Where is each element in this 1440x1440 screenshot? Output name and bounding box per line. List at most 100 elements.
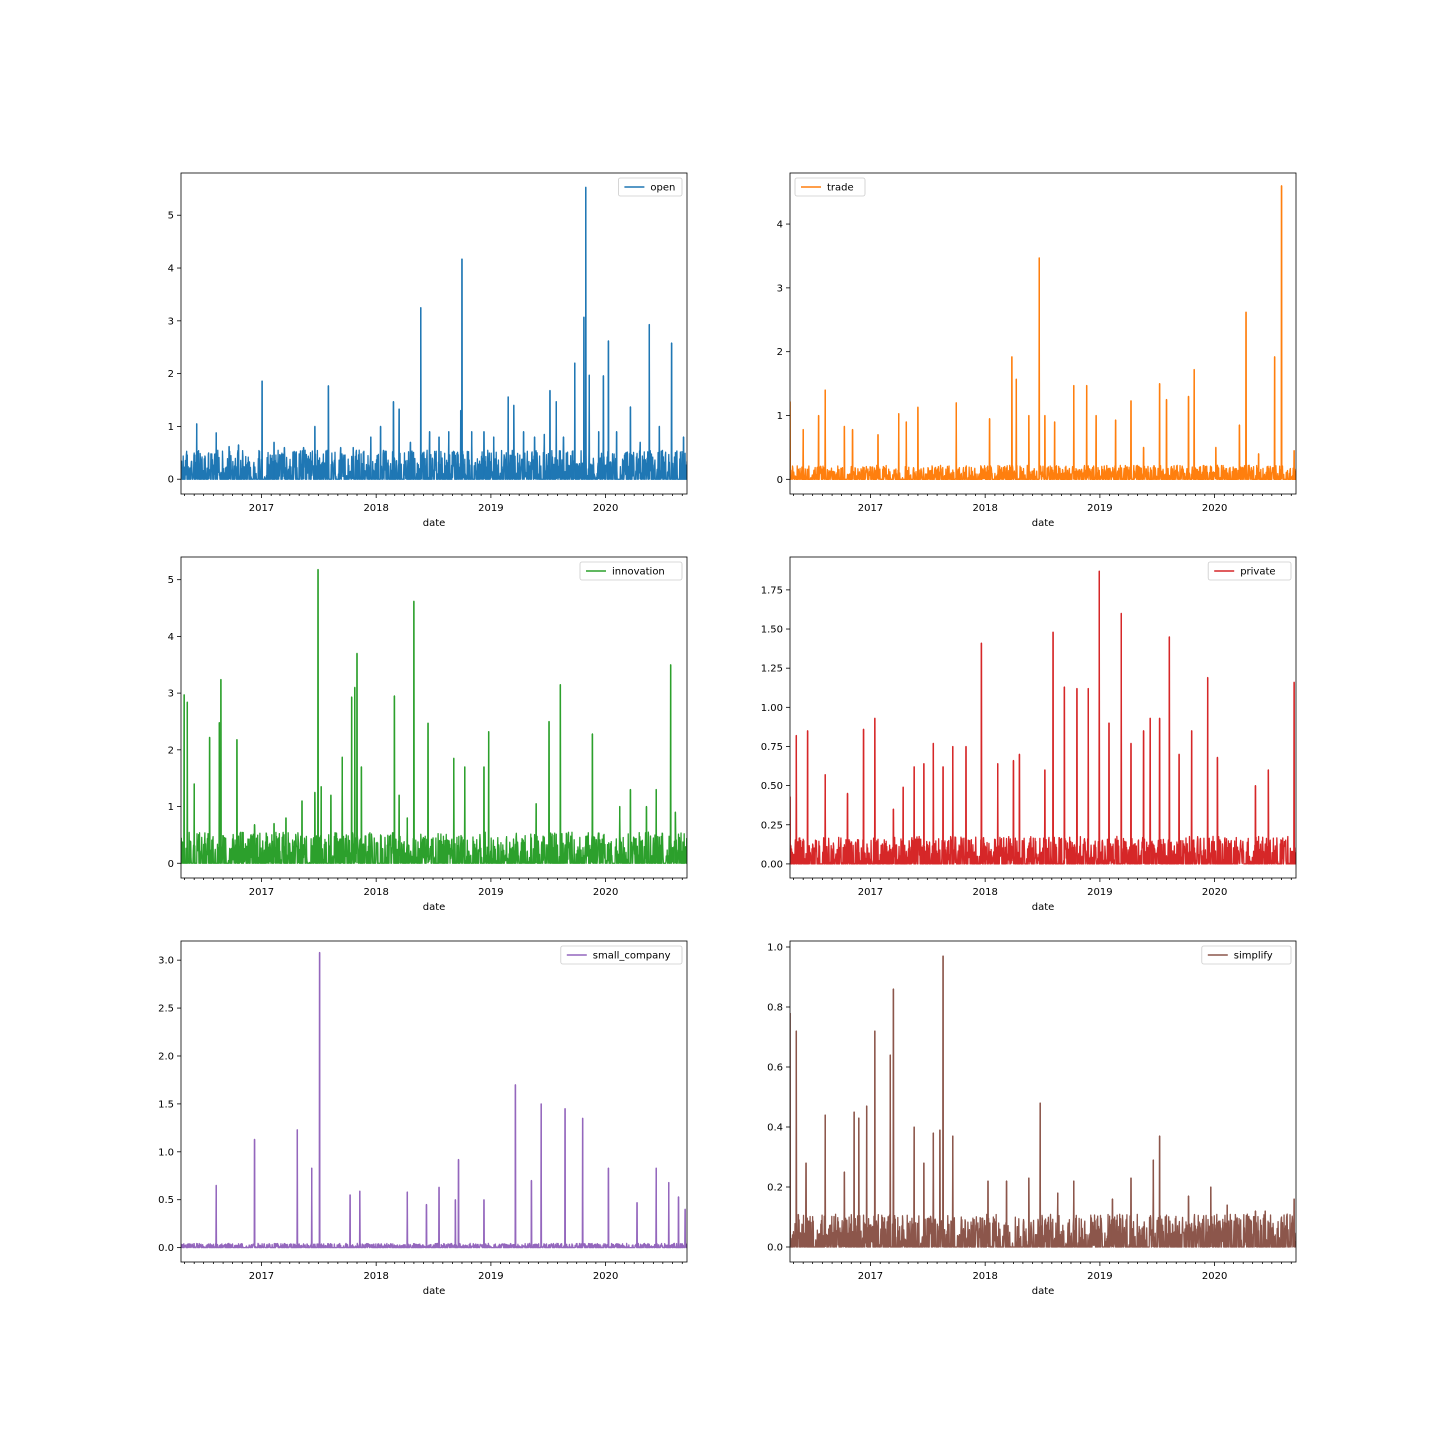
- y-tick-label: 1: [777, 411, 783, 422]
- y-tick-label: 0.5: [158, 1195, 174, 1206]
- y-tick-label: 0.0: [767, 1243, 783, 1254]
- legend-box: [618, 177, 683, 197]
- y-tick-label: 5: [168, 211, 174, 222]
- y-tick-label: 1.25: [761, 664, 783, 675]
- subplot-4: 0.00 0.25 0.50 0.75 1.00 1.25 1.50 1.75 2017 2018…: [761, 556, 1297, 913]
- plot-frame: [180, 940, 688, 1263]
- y-tick-label: 0: [168, 859, 174, 870]
- x-tick-label: 2019: [478, 1271, 503, 1282]
- y-tick-label: 0.75: [761, 742, 783, 753]
- x-axis-label: date: [1032, 1286, 1055, 1297]
- x-tick-label: 2020: [1202, 503, 1227, 514]
- x-tick-label: 2018: [972, 887, 997, 898]
- x-axis-label: date: [1032, 902, 1055, 913]
- legend-label: trade: [827, 183, 854, 194]
- y-tick-label: 0.00: [761, 859, 783, 870]
- x-tick-label: 2018: [363, 887, 388, 898]
- legend-box: [794, 177, 866, 197]
- series-line-trade: [790, 185, 1296, 480]
- y-tick-label: 1.0: [767, 943, 783, 954]
- y-tick-label: 1.75: [761, 585, 783, 596]
- y-tick-label: 1.5: [158, 1099, 174, 1110]
- y-tick-label: 1.0: [158, 1147, 174, 1158]
- legend-label: simplify: [1234, 951, 1273, 962]
- series-line-small_company: [181, 951, 687, 1249]
- x-axis-label: date: [1032, 518, 1055, 529]
- y-tick-label: 0.4: [767, 1123, 783, 1134]
- series-line-private: [790, 570, 1296, 865]
- legend-label: innovation: [612, 567, 665, 578]
- legend-label: open: [650, 183, 675, 194]
- y-tick-label: 4: [777, 220, 783, 231]
- x-tick-label: 2017: [249, 1271, 274, 1282]
- y-tick-label: 1: [168, 802, 174, 813]
- y-tick-label: 0: [168, 475, 174, 486]
- legend: trade: [794, 177, 866, 197]
- legend-box: [1207, 561, 1292, 581]
- x-axis-label: date: [423, 1286, 446, 1297]
- y-tick-label: 0.8: [767, 1003, 783, 1014]
- subplot-1: 0 1 2 3 4 5 2017 2018 2019 2020 date open: [168, 172, 688, 529]
- y-tick-label: 0.0: [158, 1243, 174, 1254]
- x-tick-label: 2018: [363, 503, 388, 514]
- subplot-5: 0.0 0.5 1.0 1.5 2.0 2.5 3.0 2017 2018 2019 2020 dat…: [158, 940, 688, 1297]
- x-tick-label: 2017: [858, 1271, 883, 1282]
- legend-label: private: [1240, 567, 1275, 578]
- y-tick-label: 0.25: [761, 820, 783, 831]
- legend: private: [1207, 561, 1292, 581]
- x-tick-label: 2019: [1087, 887, 1112, 898]
- x-tick-label: 2018: [363, 1271, 388, 1282]
- x-tick-label: 2020: [1202, 887, 1227, 898]
- x-tick-label: 2019: [478, 887, 503, 898]
- series-line-innovation: [181, 568, 687, 864]
- x-tick-label: 2020: [593, 1271, 618, 1282]
- y-tick-label: 3.0: [158, 956, 174, 967]
- legend-label: small_company: [593, 951, 671, 962]
- x-tick-label: 2017: [249, 503, 274, 514]
- legend-box: [1201, 945, 1292, 965]
- subplot-3: 0 1 2 3 4 5 2017 2018 2019 2020 date innovation: [168, 556, 688, 913]
- legend: innovation: [579, 561, 683, 581]
- y-tick-label: 2: [777, 347, 783, 358]
- x-tick-label: 2019: [1087, 503, 1112, 514]
- plot-frame: [789, 940, 1297, 1263]
- y-tick-label: 0.2: [767, 1183, 783, 1194]
- y-tick-label: 5: [168, 575, 174, 586]
- x-axis-label: date: [423, 902, 446, 913]
- x-tick-label: 2019: [1087, 1271, 1112, 1282]
- plot-frame: [180, 172, 688, 495]
- x-tick-label: 2017: [858, 887, 883, 898]
- y-tick-label: 2: [168, 369, 174, 380]
- y-tick-label: 3: [168, 316, 174, 327]
- plot-frame: [789, 172, 1297, 495]
- x-tick-label: 2020: [1202, 1271, 1227, 1282]
- y-tick-label: 3: [777, 283, 783, 294]
- x-tick-label: 2017: [249, 887, 274, 898]
- y-tick-label: 2.5: [158, 1004, 174, 1015]
- x-axis-label: date: [423, 518, 446, 529]
- x-tick-label: 2017: [858, 503, 883, 514]
- plot-frame: [180, 556, 688, 879]
- y-tick-label: 4: [168, 264, 174, 275]
- y-tick-label: 0.6: [767, 1063, 783, 1074]
- x-tick-label: 2020: [593, 887, 618, 898]
- y-tick-label: 4: [168, 632, 174, 643]
- y-tick-label: 2: [168, 745, 174, 756]
- legend-box: [560, 945, 683, 965]
- legend: open: [618, 177, 683, 197]
- legend: small_company: [560, 945, 683, 965]
- y-tick-label: 3: [168, 689, 174, 700]
- legend: simplify: [1201, 945, 1292, 965]
- subplot-2: 0 1 2 3 4 2017 2018 2019 2020 date trade: [777, 172, 1297, 529]
- y-tick-label: 2.0: [158, 1051, 174, 1062]
- subplot-6: 0.0 0.2 0.4 0.6 0.8 1.0 2017 2018 2019 2020 date si…: [767, 940, 1297, 1297]
- legend-box: [579, 561, 683, 581]
- y-tick-label: 1.50: [761, 625, 783, 636]
- x-tick-label: 2018: [972, 1271, 997, 1282]
- plot-frame: [789, 556, 1297, 879]
- x-tick-label: 2018: [972, 503, 997, 514]
- y-tick-label: 0.50: [761, 781, 783, 792]
- y-tick-label: 0: [777, 475, 783, 486]
